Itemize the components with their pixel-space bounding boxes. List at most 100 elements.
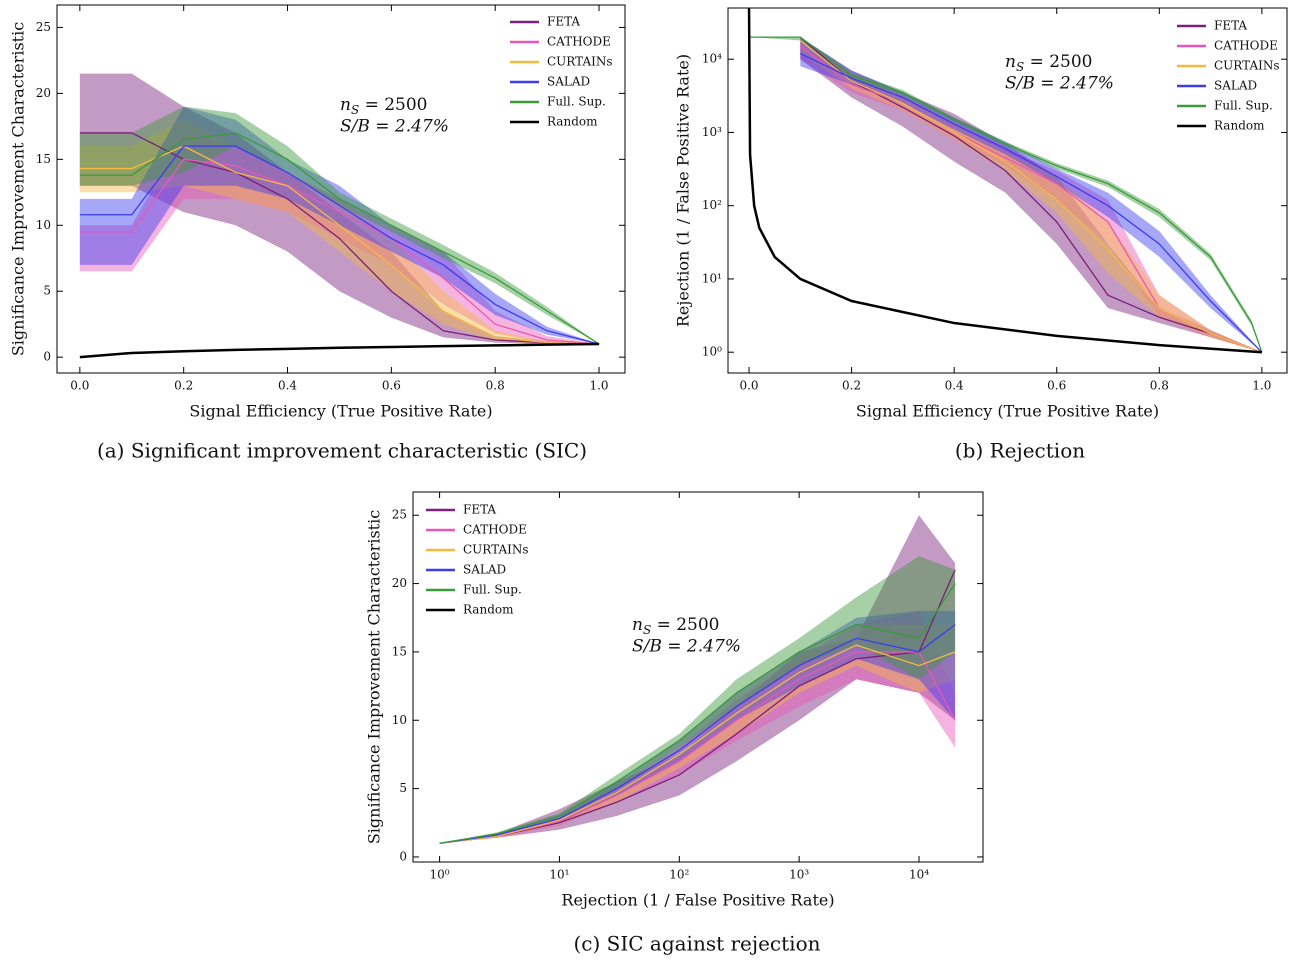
legend-label: FETA [1214, 19, 1247, 33]
annotation-n: n [1005, 52, 1016, 72]
band [79, 73, 600, 344]
annotation: nS = 2500 [1005, 52, 1093, 74]
y-tick-label: 5 [43, 284, 51, 298]
annotation: S/B = 2.47% [1005, 74, 1114, 94]
x-axis-label: Signal Efficiency (True Positive Rate) [856, 402, 1159, 421]
annotation-rest: = 2500 [359, 95, 427, 115]
x-axis-label: Rejection (1 / False Positive Rate) [561, 891, 834, 910]
x-tick-label: 0.4 [945, 379, 964, 393]
x-tick-label: 0.8 [486, 379, 505, 393]
series-line [800, 52, 1263, 353]
band [439, 610, 956, 844]
x-tick-label: 10³ [789, 868, 809, 882]
annotation-sub: S [643, 623, 651, 637]
legend-label: CURTAINs [1214, 59, 1280, 73]
caption: (c) SIC against rejection [573, 932, 820, 956]
band [800, 37, 1262, 353]
legend-label: FETA [547, 15, 580, 29]
series-line [747, 8, 1262, 354]
series-line [439, 644, 956, 844]
y-tick-label: 10² [702, 198, 722, 212]
plot-frame [412, 491, 984, 863]
x-tick-label: 0.4 [278, 379, 297, 393]
series-line [79, 145, 600, 345]
y-tick-label: 10⁰ [702, 345, 722, 359]
x-tick-label: 0.0 [70, 379, 89, 393]
caption: (a) Significant improvement characterist… [97, 439, 587, 463]
annotation: S/B = 2.47% [632, 637, 741, 657]
subplot: 0.0 0.2 0.4 0.6 0.8 1.0 0 5 10 15 20 25 Signal Effic… [9, 4, 626, 463]
annotation-n: n [340, 95, 351, 115]
series-line [439, 583, 956, 844]
annotation: nS = 2500 [340, 95, 428, 117]
x-tick-label: 0.6 [1047, 379, 1066, 393]
annotation-rest: = 2500 [1024, 52, 1092, 72]
x-tick-label: 0.8 [1150, 379, 1169, 393]
series-line [749, 36, 1263, 353]
legend-label: SALAD [1214, 79, 1257, 93]
legend-label: CATHODE [463, 523, 527, 537]
x-tick-label: 10² [669, 868, 689, 882]
band [439, 624, 956, 844]
band [79, 119, 600, 344]
band [800, 37, 1262, 353]
series-line [79, 132, 600, 345]
legend-label: Random [1214, 119, 1265, 133]
annotation-n: n [632, 615, 643, 635]
caption: (b) Rejection [955, 439, 1085, 463]
series-line [439, 651, 956, 844]
series-line [79, 342, 600, 359]
annotation-rest: = 2500 [651, 615, 719, 635]
legend-label: FETA [463, 503, 496, 517]
plot-frame [56, 4, 626, 374]
x-tick-label: 0.6 [382, 379, 401, 393]
x-tick-label: 1.0 [589, 379, 608, 393]
series-line [439, 624, 956, 844]
x-tick-label: 1.0 [1252, 379, 1271, 393]
legend-label: CURTAINs [463, 543, 529, 557]
y-tick-label: 10⁴ [702, 52, 722, 66]
series-line [799, 39, 1263, 353]
plot-area [79, 73, 600, 359]
y-tick-label: 20 [36, 86, 51, 100]
y-tick-label: 10³ [702, 125, 722, 139]
subplot: 0.0 0.2 0.4 0.6 0.8 1.0 10⁰ 10¹ 10² 10³ 10⁴ Signal … [674, 7, 1288, 463]
legend-label: CURTAINs [547, 55, 613, 69]
y-tick-label: 25 [392, 508, 407, 522]
x-tick-label: 10¹ [549, 868, 569, 882]
y-tick-label: 20 [392, 576, 407, 590]
plot-frame [727, 7, 1288, 374]
y-tick-label: 10¹ [702, 271, 722, 285]
x-tick-label: 0.0 [739, 379, 758, 393]
y-tick-label: 10 [36, 218, 51, 232]
legend-label: Random [547, 115, 598, 129]
band [439, 556, 956, 844]
y-tick-label: 10 [392, 713, 407, 727]
legend-label: CATHODE [547, 35, 611, 49]
legend-label: Full. Sup. [547, 95, 606, 109]
x-axis-label: Signal Efficiency (True Positive Rate) [189, 402, 492, 421]
y-axis-label: Significance Improvement Characteristic [365, 510, 384, 844]
y-tick-label: 15 [392, 644, 407, 658]
series-line [79, 145, 600, 345]
band [439, 515, 956, 844]
band [800, 37, 1262, 353]
annotation-sub: S [1016, 60, 1024, 74]
legend-label: SALAD [463, 563, 506, 577]
series-line [79, 132, 600, 345]
band [439, 610, 956, 844]
legend-label: CATHODE [1214, 39, 1278, 53]
annotation-sub: S [351, 103, 359, 117]
subplot: 10⁰ 10¹ 10² 10³ 10⁴ 0 5 10 15 20 25 Rejection (1 / … [365, 491, 984, 956]
annotation: nS = 2500 [632, 615, 720, 637]
y-tick-label: 25 [36, 20, 51, 34]
plot-area [747, 8, 1263, 354]
x-tick-label: 10⁰ [430, 868, 450, 882]
y-axis-label: Rejection (1 / False Positive Rate) [674, 54, 693, 327]
y-tick-label: 0 [399, 849, 407, 863]
x-tick-label: 0.2 [174, 379, 193, 393]
x-tick-label: 10⁴ [909, 868, 929, 882]
series-line [79, 158, 600, 345]
band [800, 37, 1262, 353]
